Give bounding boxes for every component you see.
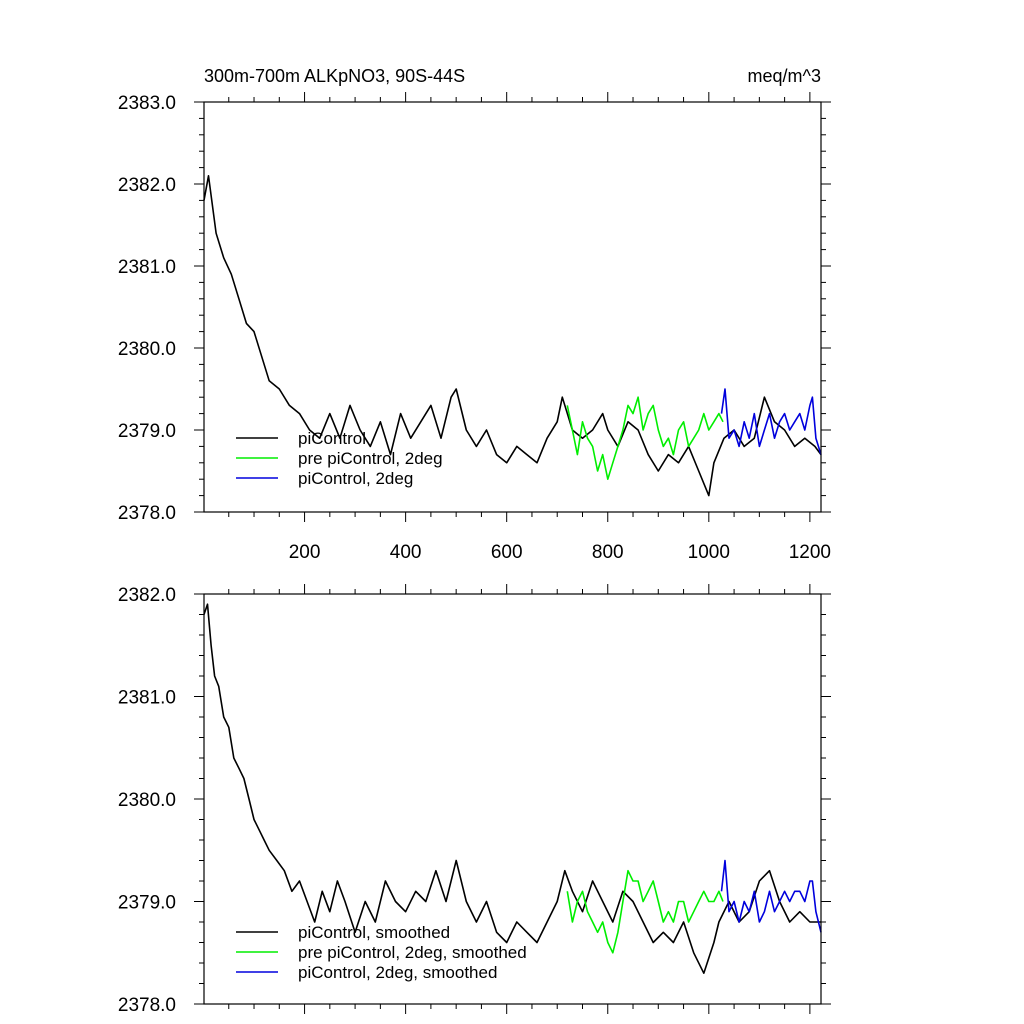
top-panel: 300m-700m ALKpNO3, 90S-44S meq/m^3 2378.…	[118, 66, 831, 563]
y-tick-label: 2380.0	[118, 339, 176, 360]
top-plot-frame	[203, 101, 822, 513]
x-tick-label: 1000	[688, 542, 730, 563]
x-tick-label: 1200	[789, 542, 831, 563]
series-line-2	[720, 388, 822, 455]
y-tick-label: 2382.0	[118, 585, 176, 606]
y-tick-label: 2380.0	[118, 790, 176, 811]
top-series-lines	[203, 175, 822, 497]
y-tick-label: 2378.0	[118, 503, 176, 524]
legend-label: piControl	[298, 429, 366, 448]
bottom-series-lines	[203, 603, 822, 975]
bottom-axis-ticks: 2378.0 2379.0 2380.0 2381.0 2382.0	[118, 584, 831, 1016]
legend-label: piControl, 2deg	[298, 469, 413, 488]
y-tick-label: 2379.0	[118, 421, 176, 442]
bottom-panel: 2378.0 2379.0 2380.0 2381.0 2382.0 piControl…	[118, 584, 831, 1016]
x-tick-label: 800	[592, 542, 624, 563]
y-tick-label: 2378.0	[118, 995, 176, 1016]
series-line-2	[720, 859, 822, 933]
x-tick-label: 600	[491, 542, 523, 563]
y-tick-label: 2382.0	[118, 175, 176, 196]
legend-label: piControl, 2deg, smoothed	[298, 963, 497, 982]
x-tick-label: 400	[390, 542, 422, 563]
bottom-plot-frame	[203, 593, 822, 1005]
top-axis-ticks: 2378.0 2379.0 2380.0 2381.0 2382.0 2383.0 200 4…	[118, 92, 831, 563]
chart-title: 300m-700m ALKpNO3, 90S-44S	[204, 66, 465, 86]
series-line-0	[203, 175, 822, 497]
legend-label: piControl, smoothed	[298, 923, 450, 942]
series-line-1	[566, 869, 724, 954]
y-tick-label: 2383.0	[118, 93, 176, 114]
y-tick-label: 2381.0	[118, 688, 176, 709]
series-line-0	[203, 603, 821, 975]
series-line-1	[566, 396, 724, 481]
legend-label: pre piControl, 2deg, smoothed	[298, 943, 527, 962]
legend-label: pre piControl, 2deg	[298, 449, 443, 468]
y-tick-label: 2379.0	[118, 893, 176, 914]
x-tick-label: 200	[289, 542, 321, 563]
y-tick-label: 2381.0	[118, 257, 176, 278]
units-label: meq/m^3	[748, 66, 821, 86]
